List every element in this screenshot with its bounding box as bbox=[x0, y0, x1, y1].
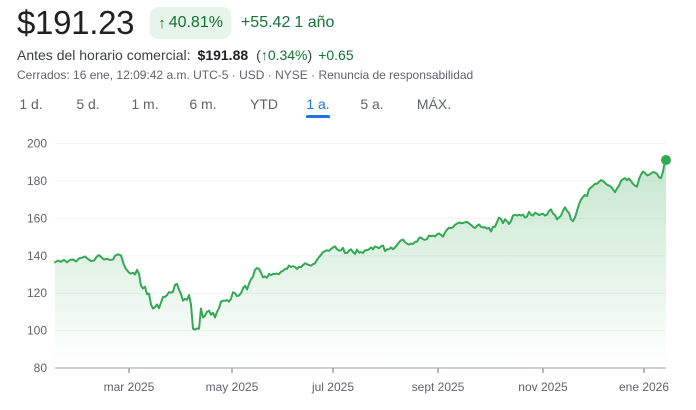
y-tick-label: 100 bbox=[27, 324, 47, 338]
current-price: $191.23 bbox=[17, 4, 135, 41]
disclaimer-link[interactable]: Renuncia de responsabilidad bbox=[318, 68, 474, 82]
tab-ytd[interactable]: YTD bbox=[250, 96, 278, 112]
change-percent-badge: ↑ 40.81% bbox=[150, 7, 231, 39]
last-price-dot bbox=[661, 155, 671, 166]
x-tick-label: sept 2025 bbox=[412, 380, 465, 394]
y-tick-label: 200 bbox=[27, 137, 47, 151]
premarket-row: Antes del horario comercial: $191.88 (↑0… bbox=[17, 47, 354, 63]
premarket-label: Antes del horario comercial: bbox=[17, 47, 191, 63]
y-tick-label: 140 bbox=[27, 249, 47, 263]
premarket-price: $191.88 bbox=[197, 47, 249, 63]
tab-5d[interactable]: 5 d. bbox=[76, 96, 100, 112]
x-tick-label: may 2025 bbox=[206, 380, 259, 394]
premarket-pct-value: 0.34% bbox=[267, 47, 308, 63]
tab-5y[interactable]: 5 a. bbox=[360, 96, 384, 112]
tab-max[interactable]: MÁX. bbox=[416, 96, 452, 112]
y-axis: 200 180 160 140 120 100 80 bbox=[27, 137, 47, 375]
paren-close: ) bbox=[307, 47, 313, 63]
change-percent: 40.81% bbox=[168, 14, 223, 31]
x-axis: mar 2025 may 2025 jul 2025 sept 2025 nov 202… bbox=[104, 368, 669, 394]
y-tick-label: 160 bbox=[27, 211, 47, 225]
price-row: $191.23 ↑ 40.81% +55.42 1 año bbox=[17, 4, 334, 42]
arrow-up-icon: ↑ bbox=[158, 14, 166, 32]
premarket-change: +0.65 bbox=[318, 47, 354, 63]
arrow-up-icon: ↑ bbox=[260, 47, 268, 63]
price-chart[interactable]: 200 180 160 140 120 100 80 mar 2025 may 2025 jul… bbox=[0, 125, 696, 410]
x-tick-label: mar 2025 bbox=[104, 380, 155, 394]
y-tick-label: 120 bbox=[27, 286, 47, 300]
range-tabs: 1 d. 5 d. 1 m. 6 m. YTD 1 a. 5 a. MÁX. bbox=[18, 94, 452, 118]
x-tick-label: ene 2026 bbox=[619, 380, 669, 394]
price-line bbox=[54, 159, 667, 331]
x-tick-label: nov 2025 bbox=[518, 380, 568, 394]
premarket-percent: (↑0.34%) bbox=[256, 47, 312, 63]
paren-open: ( bbox=[256, 47, 261, 63]
change-period: 1 año bbox=[294, 14, 335, 31]
change-absolute: +55.42 bbox=[240, 14, 291, 31]
tab-1d[interactable]: 1 d. bbox=[19, 96, 43, 112]
x-tick-label: jul 2025 bbox=[311, 380, 354, 394]
y-tick-label: 180 bbox=[27, 174, 47, 188]
change-absolute-group: +55.42 1 año bbox=[241, 14, 334, 32]
market-status-text: Cerrados: 16 ene, 12:09:42 a.m. UTC-5 · … bbox=[17, 68, 319, 82]
y-tick-label: 80 bbox=[34, 361, 48, 375]
tab-6m[interactable]: 6 m. bbox=[189, 96, 217, 112]
tab-1y[interactable]: 1 a. bbox=[306, 94, 330, 118]
market-status: Cerrados: 16 ene, 12:09:42 a.m. UTC-5 · … bbox=[17, 68, 473, 82]
tab-1m[interactable]: 1 m. bbox=[131, 96, 159, 112]
price-area bbox=[55, 160, 666, 368]
